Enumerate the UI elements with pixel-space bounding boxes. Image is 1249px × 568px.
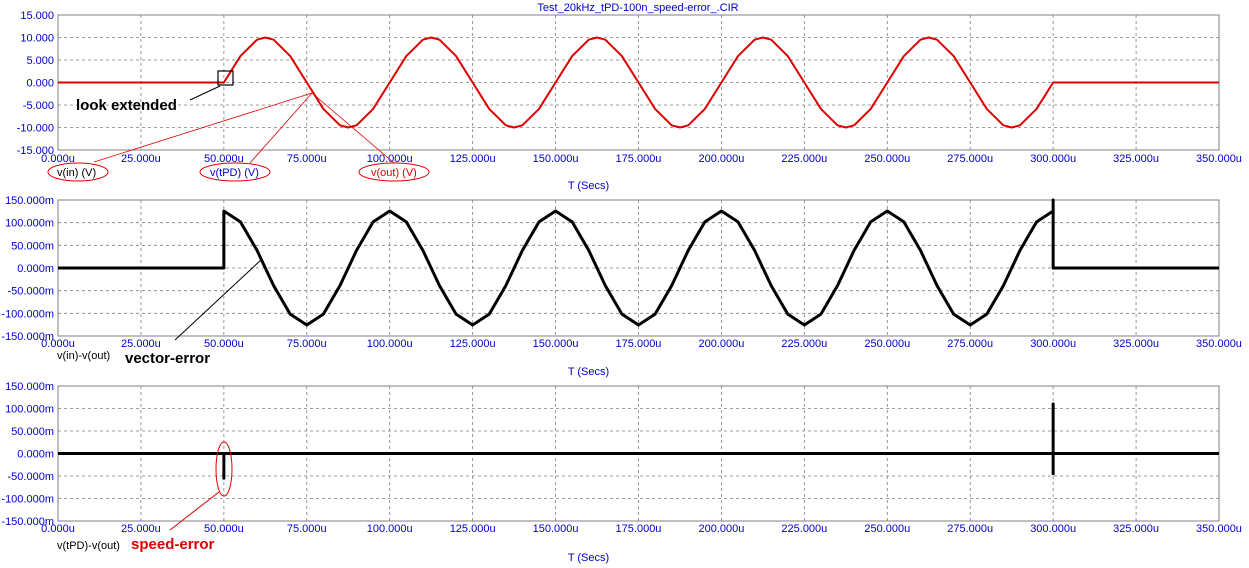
leader-line-look-extended [189, 85, 221, 101]
leader-line-speed-error [169, 491, 220, 531]
x-tick-label: 100.000u [367, 523, 413, 535]
panel-vin-vtpd-vout: 0.000u25.000u50.000u75.000u100.000u125.0… [17, 10, 1242, 192]
x-tick-label: 275.000u [947, 523, 993, 535]
series-line [58, 198, 1219, 327]
zoom-box-marker [217, 70, 234, 86]
y-tick-label: 100.000m [5, 218, 54, 230]
y-tick-label: -100.000m [1, 308, 54, 320]
panel-speed-error: 0.000u 25.000u 50.000u 75.000u 100.000u 125.0… [1, 381, 1242, 564]
leader-line-v-tpd [249, 92, 313, 164]
y-tick-label: -150.000m [1, 331, 54, 343]
y-tick-label: 150.000m [5, 381, 54, 393]
x-tick-label: 150.000u [533, 153, 579, 165]
legend-v-out[interactable]: v(out) (V) [358, 162, 430, 182]
panel-vector-error: 0.000u 25.000u 50.000u 75.000u 100.000u 125.0… [1, 195, 1242, 378]
x-tick-label: 175.000u [616, 523, 662, 535]
x-tick-label: 50.000u [204, 153, 244, 165]
x-tick-label: 325.000u [1113, 338, 1159, 350]
x-tick-label: 25.000u [121, 523, 161, 535]
legend-v-in[interactable]: v(in) (V) [47, 162, 109, 182]
x-tick-label: 325.000u [1113, 153, 1159, 165]
legend-vector-error-label: v(in)-v(out) [57, 350, 110, 362]
y-tick-label: -150.000m [1, 516, 54, 528]
x-tick-label: 175.000u [616, 153, 662, 165]
y-tick-label: 0.000 [26, 78, 54, 90]
y-tick-label: 0.000m [17, 263, 54, 275]
x-tick-label: 75.000u [287, 523, 327, 535]
y-tick-label: -15.000 [17, 145, 54, 157]
plot-title: Test_20kHz_tPD-100n_speed-error_.CIR [537, 2, 738, 14]
x-tick-label: 0.000u [41, 523, 75, 535]
legend-v-tpd[interactable]: v(tPD) (V) [199, 162, 271, 182]
x-tick-label: 150.000u [533, 338, 579, 350]
legend-v-out-label: v(out) (V) [371, 167, 417, 179]
y-tick-label: 5.000 [26, 55, 54, 67]
y-tick-label: -50.000m [8, 286, 54, 298]
x-tick-label: 100.000u [367, 338, 413, 350]
x-tick-label: 300.000u [1030, 153, 1076, 165]
x-tick-label: 350.000u [1196, 338, 1242, 350]
y-tick-label: 100.000m [5, 404, 54, 416]
x-tick-label: 75.000u [287, 153, 327, 165]
y-tick-label: -100.000m [1, 494, 54, 506]
legend-v-in-label: v(in) (V) [57, 167, 96, 179]
x-tick-label: 25.000u [121, 338, 161, 350]
x-tick-label: 250.000u [864, 338, 910, 350]
x-tick-label: 275.000u [947, 153, 993, 165]
x-tick-label: 125.000u [450, 153, 496, 165]
x-tick-label: 50.000u [204, 523, 244, 535]
x-tick-label: 350.000u [1196, 523, 1242, 535]
series-line [58, 402, 1219, 480]
legend-speed-error-label: v(tPD)-v(out) [57, 540, 120, 552]
x-tick-label: 200.000u [698, 338, 744, 350]
x-axis-label: T (Secs) [568, 180, 609, 192]
x-tick-label: 200.000u [698, 153, 744, 165]
x-tick-label: 250.000u [864, 523, 910, 535]
x-tick-label: 300.000u [1030, 338, 1076, 350]
leader-line-v-in [93, 92, 313, 163]
y-tick-label: 10.000 [20, 33, 54, 45]
x-tick-label: 0.000u [41, 153, 75, 165]
y-tick-label: -5.000 [23, 100, 54, 112]
y-tick-label: 150.000m [5, 195, 54, 207]
x-tick-label: 275.000u [947, 338, 993, 350]
leader-line-v-out [311, 92, 395, 164]
x-tick-label: 25.000u [121, 153, 161, 165]
annotation-vector-error: vector-error [125, 350, 210, 367]
x-axis-label: T (Secs) [568, 366, 609, 378]
y-tick-label: -50.000m [8, 471, 54, 483]
x-tick-label: 200.000u [698, 523, 744, 535]
annotation-look-extended: look extended [76, 97, 177, 114]
x-tick-label: 125.000u [450, 523, 496, 535]
y-tick-label: 15.000 [20, 10, 54, 22]
x-axis-label: T (Secs) [568, 552, 609, 564]
x-tick-label: 225.000u [781, 153, 827, 165]
x-tick-label: 125.000u [450, 338, 496, 350]
x-tick-label: 325.000u [1113, 523, 1159, 535]
x-tick-label: 225.000u [781, 523, 827, 535]
speed-error-highlight-ellipse [215, 441, 233, 497]
x-tick-label: 175.000u [616, 338, 662, 350]
x-tick-label: 250.000u [864, 153, 910, 165]
y-tick-label: 50.000m [11, 426, 54, 438]
leader-line-vector-error [174, 258, 263, 341]
x-tick-label: 50.000u [204, 338, 244, 350]
x-tick-label: 225.000u [781, 338, 827, 350]
y-tick-label: 50.000m [11, 240, 54, 252]
x-tick-label: 300.000u [1030, 523, 1076, 535]
y-tick-label: -10.000 [17, 123, 54, 135]
annotation-speed-error: speed-error [131, 536, 215, 553]
x-tick-label: 75.000u [287, 338, 327, 350]
y-tick-label: 0.000m [17, 449, 54, 461]
x-tick-label: 350.000u [1196, 153, 1242, 165]
legend-v-tpd-label: v(tPD) (V) [210, 167, 259, 179]
x-tick-label: 150.000u [533, 523, 579, 535]
x-tick-label: 0.000u [41, 338, 75, 350]
